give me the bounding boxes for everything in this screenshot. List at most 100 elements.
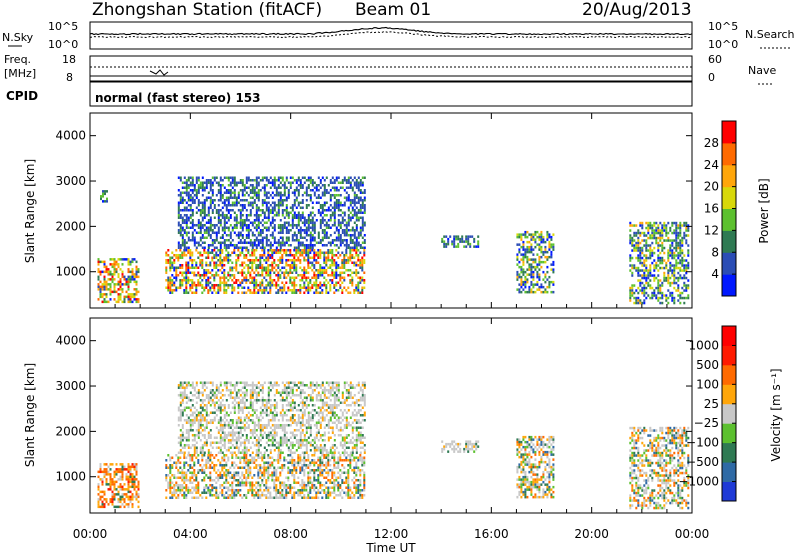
- power-echo-cell: [207, 206, 210, 209]
- power-echo-cell: [675, 276, 678, 280]
- velocity-echo-cell: [265, 469, 268, 472]
- velocity-echo-cell: [289, 486, 292, 489]
- power-echo-cell: [671, 249, 674, 252]
- power-echo-cell: [309, 244, 312, 247]
- power-echo-cell: [647, 226, 650, 230]
- power-echo-cell: [195, 291, 198, 294]
- power-echo-cell: [279, 261, 282, 264]
- velocity-echo-cell: [335, 484, 338, 487]
- power-echo-cell: [681, 291, 684, 295]
- velocity-echo-cell: [125, 478, 128, 481]
- power-echo-cell: [319, 224, 322, 227]
- power-echo-cell: [363, 259, 366, 262]
- power-echo-cell: [171, 251, 174, 254]
- power-echo-cell: [305, 199, 308, 202]
- power-echo-cell: [279, 224, 282, 227]
- power-echo-cell: [261, 266, 264, 269]
- velocity-echo-cell: [191, 424, 194, 427]
- power-echo-cell: [305, 219, 308, 222]
- power-echo-cell: [235, 204, 238, 207]
- power-echo-cell: [219, 209, 222, 212]
- power-echo-cell: [319, 256, 322, 259]
- power-echo-cell: [343, 259, 346, 262]
- power-echo-cell: [253, 291, 256, 294]
- power-echo-cell: [185, 249, 188, 252]
- velocity-echo-cell: [273, 466, 276, 469]
- power-echo-cell: [683, 276, 686, 280]
- power-echo-cell: [677, 244, 680, 247]
- velocity-echo-cell: [195, 441, 198, 444]
- power-echo-cell: [181, 236, 184, 239]
- power-echo-cell: [215, 284, 218, 287]
- velocity-echo-cell: [303, 486, 306, 489]
- velocity-echo-cell: [249, 454, 252, 457]
- power-echo-cell: [361, 289, 364, 292]
- power-echo-cell: [249, 254, 252, 257]
- power-echo-cell: [528, 288, 531, 291]
- power-echo-cell: [137, 270, 140, 274]
- velocity-echo-cell: [201, 454, 204, 457]
- power-echo-cell: [671, 239, 674, 242]
- power-echo-cell: [171, 274, 174, 277]
- power-echo-cell: [199, 259, 202, 262]
- power-echo-cell: [181, 279, 184, 282]
- power-echo-cell: [291, 219, 294, 222]
- power-echo-cell: [267, 291, 270, 294]
- velocity-echo-cell: [235, 489, 238, 492]
- velocity-echo-cell: [197, 489, 200, 492]
- power-echo-cell: [255, 249, 258, 252]
- velocity-echo-cell: [275, 496, 278, 499]
- velocity-echo-cell: [203, 486, 206, 489]
- power-echo-cell: [261, 239, 264, 242]
- power-echo-cell: [137, 300, 140, 304]
- power-echo-cell: [357, 236, 360, 239]
- velocity-echo-cell: [111, 478, 114, 481]
- power-echo-cell: [265, 244, 268, 247]
- power-echo-cell: [337, 236, 340, 239]
- power-echo-cell: [297, 211, 300, 214]
- power-echo-cell: [309, 261, 312, 264]
- power-echo-cell: [251, 206, 254, 209]
- power-echo-cell: [303, 269, 306, 272]
- power-echo-cell: [548, 243, 551, 246]
- power-echo-cell: [548, 248, 551, 251]
- power-echo-cell: [305, 239, 308, 242]
- power-echo-cell: [259, 274, 262, 277]
- velocity-echo-cell: [181, 381, 184, 384]
- power-echo-cell: [299, 289, 302, 292]
- power-echo-cell: [281, 214, 284, 217]
- power-echo-cell: [331, 176, 334, 179]
- power-echo-cell: [277, 201, 280, 204]
- power-echo-cell: [239, 214, 242, 217]
- power-echo-cell: [341, 219, 344, 222]
- velocity-echo-cell: [179, 436, 182, 439]
- power-echo-cell: [281, 241, 284, 244]
- power-echo-cell: [261, 281, 264, 284]
- power-echo-cell: [269, 241, 272, 244]
- power-echo-cell: [653, 236, 656, 240]
- power-echo-cell: [295, 284, 298, 287]
- power-echo-cell: [189, 251, 192, 254]
- power-echo-cell: [339, 276, 342, 279]
- power-echo-cell: [183, 276, 186, 279]
- power-echo-cell: [347, 259, 350, 262]
- power-echo-cell: [173, 276, 176, 279]
- power-echo-cell: [281, 271, 284, 274]
- power-echo-cell: [653, 259, 656, 262]
- velocity-echo-cell: [179, 439, 182, 442]
- power-echo-cell: [657, 284, 660, 287]
- power-echo-cell: [229, 189, 232, 192]
- power-echo-cell: [179, 279, 182, 282]
- power-echo-cell: [219, 176, 222, 179]
- velocity-echo-cell: [175, 466, 178, 469]
- power-echo-cell: [637, 244, 640, 247]
- power-echo-cell: [255, 194, 258, 197]
- power-echo-cell: [518, 260, 521, 264]
- power-echo-cell: [229, 176, 232, 179]
- power-echo-cell: [117, 288, 120, 291]
- power-echo-cell: [179, 176, 182, 179]
- power-echo-cell: [117, 273, 120, 276]
- power-echo-cell: [524, 280, 527, 284]
- velocity-echo-cell: [287, 471, 290, 474]
